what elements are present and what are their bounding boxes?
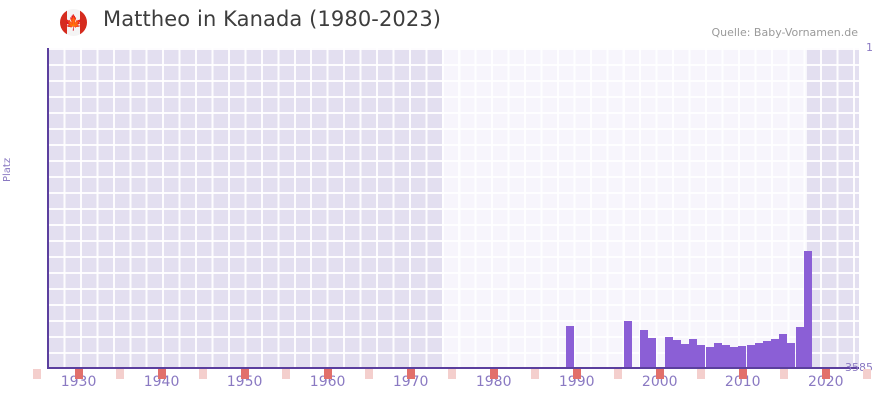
bar-2005[interactable] — [673, 340, 681, 368]
x-tick-mark-2020 — [821, 369, 830, 379]
y-axis-label: Platz — [2, 157, 13, 182]
bar-2002[interactable] — [648, 338, 656, 368]
bar-2013[interactable] — [738, 346, 746, 368]
bar-2009[interactable] — [706, 347, 714, 368]
x-axis-line — [47, 367, 859, 369]
flag-band-left — [60, 9, 67, 36]
bar-2015[interactable] — [755, 343, 763, 368]
bar-1992[interactable] — [566, 326, 574, 368]
x-tick-mark-minor-1985 — [531, 369, 540, 379]
flag-band-right — [80, 9, 87, 36]
bar-2012[interactable] — [730, 347, 738, 368]
bar-2007[interactable] — [689, 339, 697, 368]
x-tick-mark-1970 — [406, 369, 415, 379]
plot-area — [47, 48, 859, 368]
canada-flag-icon: 🍁 — [60, 9, 87, 36]
x-tick-mark-minor-1945 — [199, 369, 208, 379]
bar-2017[interactable] — [771, 339, 779, 368]
x-tick-label-2000: 2000 — [641, 374, 678, 390]
bar-2019[interactable] — [787, 343, 795, 368]
bar-2014[interactable] — [747, 345, 755, 368]
maple-leaf-glyph: 🍁 — [64, 13, 83, 31]
x-tick-label-2010: 2010 — [724, 374, 761, 390]
x-tick-mark-minor-1975 — [448, 369, 457, 379]
x-tick-label-1940: 1940 — [143, 374, 180, 390]
x-tick-mark-minor-1925 — [33, 369, 42, 379]
y-tick-top: 1 — [866, 41, 873, 54]
bar-2011[interactable] — [722, 345, 730, 368]
x-tick-mark-1980 — [489, 369, 498, 379]
x-tick-mark-2000 — [655, 369, 664, 379]
bar-2006[interactable] — [681, 344, 689, 368]
chart-header: 🍁 Mattheo in Kanada (1980-2023) Quelle: … — [0, 0, 873, 44]
x-tick-mark-minor-1935 — [116, 369, 125, 379]
y-axis-line — [47, 48, 49, 368]
x-tick-mark-minor-1955 — [282, 369, 291, 379]
bar-2018[interactable] — [779, 334, 787, 368]
x-tick-mark-2010 — [738, 369, 747, 379]
x-tick-mark-minor-2005 — [697, 369, 706, 379]
bar-2010[interactable] — [714, 343, 722, 368]
chart-title: Mattheo in Kanada (1980-2023) — [103, 7, 442, 31]
x-tick-label-1970: 1970 — [392, 374, 429, 390]
x-tick-mark-minor-2015 — [780, 369, 789, 379]
x-tick-mark-1990 — [572, 369, 581, 379]
bar-2004[interactable] — [665, 337, 673, 368]
x-tick-label-1950: 1950 — [226, 374, 263, 390]
x-tick-mark-minor-1995 — [614, 369, 623, 379]
x-tick-mark-minor-2025 — [863, 369, 872, 379]
x-tick-mark-minor-1965 — [365, 369, 374, 379]
x-tick-mark-1960 — [323, 369, 332, 379]
bar-2008[interactable] — [697, 345, 705, 368]
bar-2021[interactable] — [804, 251, 812, 368]
x-tick-mark-1940 — [157, 369, 166, 379]
bar-2020[interactable] — [796, 327, 804, 368]
x-tick-mark-1930 — [74, 369, 83, 379]
bar-2016[interactable] — [763, 341, 771, 368]
x-tick-mark-1950 — [240, 369, 249, 379]
x-tick-label-1990: 1990 — [558, 374, 595, 390]
bar-2001[interactable] — [640, 330, 648, 368]
chart-source: Quelle: Baby-Vornamen.de — [711, 26, 858, 39]
x-tick-label-1960: 1960 — [309, 374, 346, 390]
x-tick-label-2020: 2020 — [807, 374, 844, 390]
x-tick-label-1930: 1930 — [60, 374, 97, 390]
bar-series — [47, 48, 859, 368]
bar-1999[interactable] — [624, 321, 632, 368]
x-tick-label-1980: 1980 — [475, 374, 512, 390]
